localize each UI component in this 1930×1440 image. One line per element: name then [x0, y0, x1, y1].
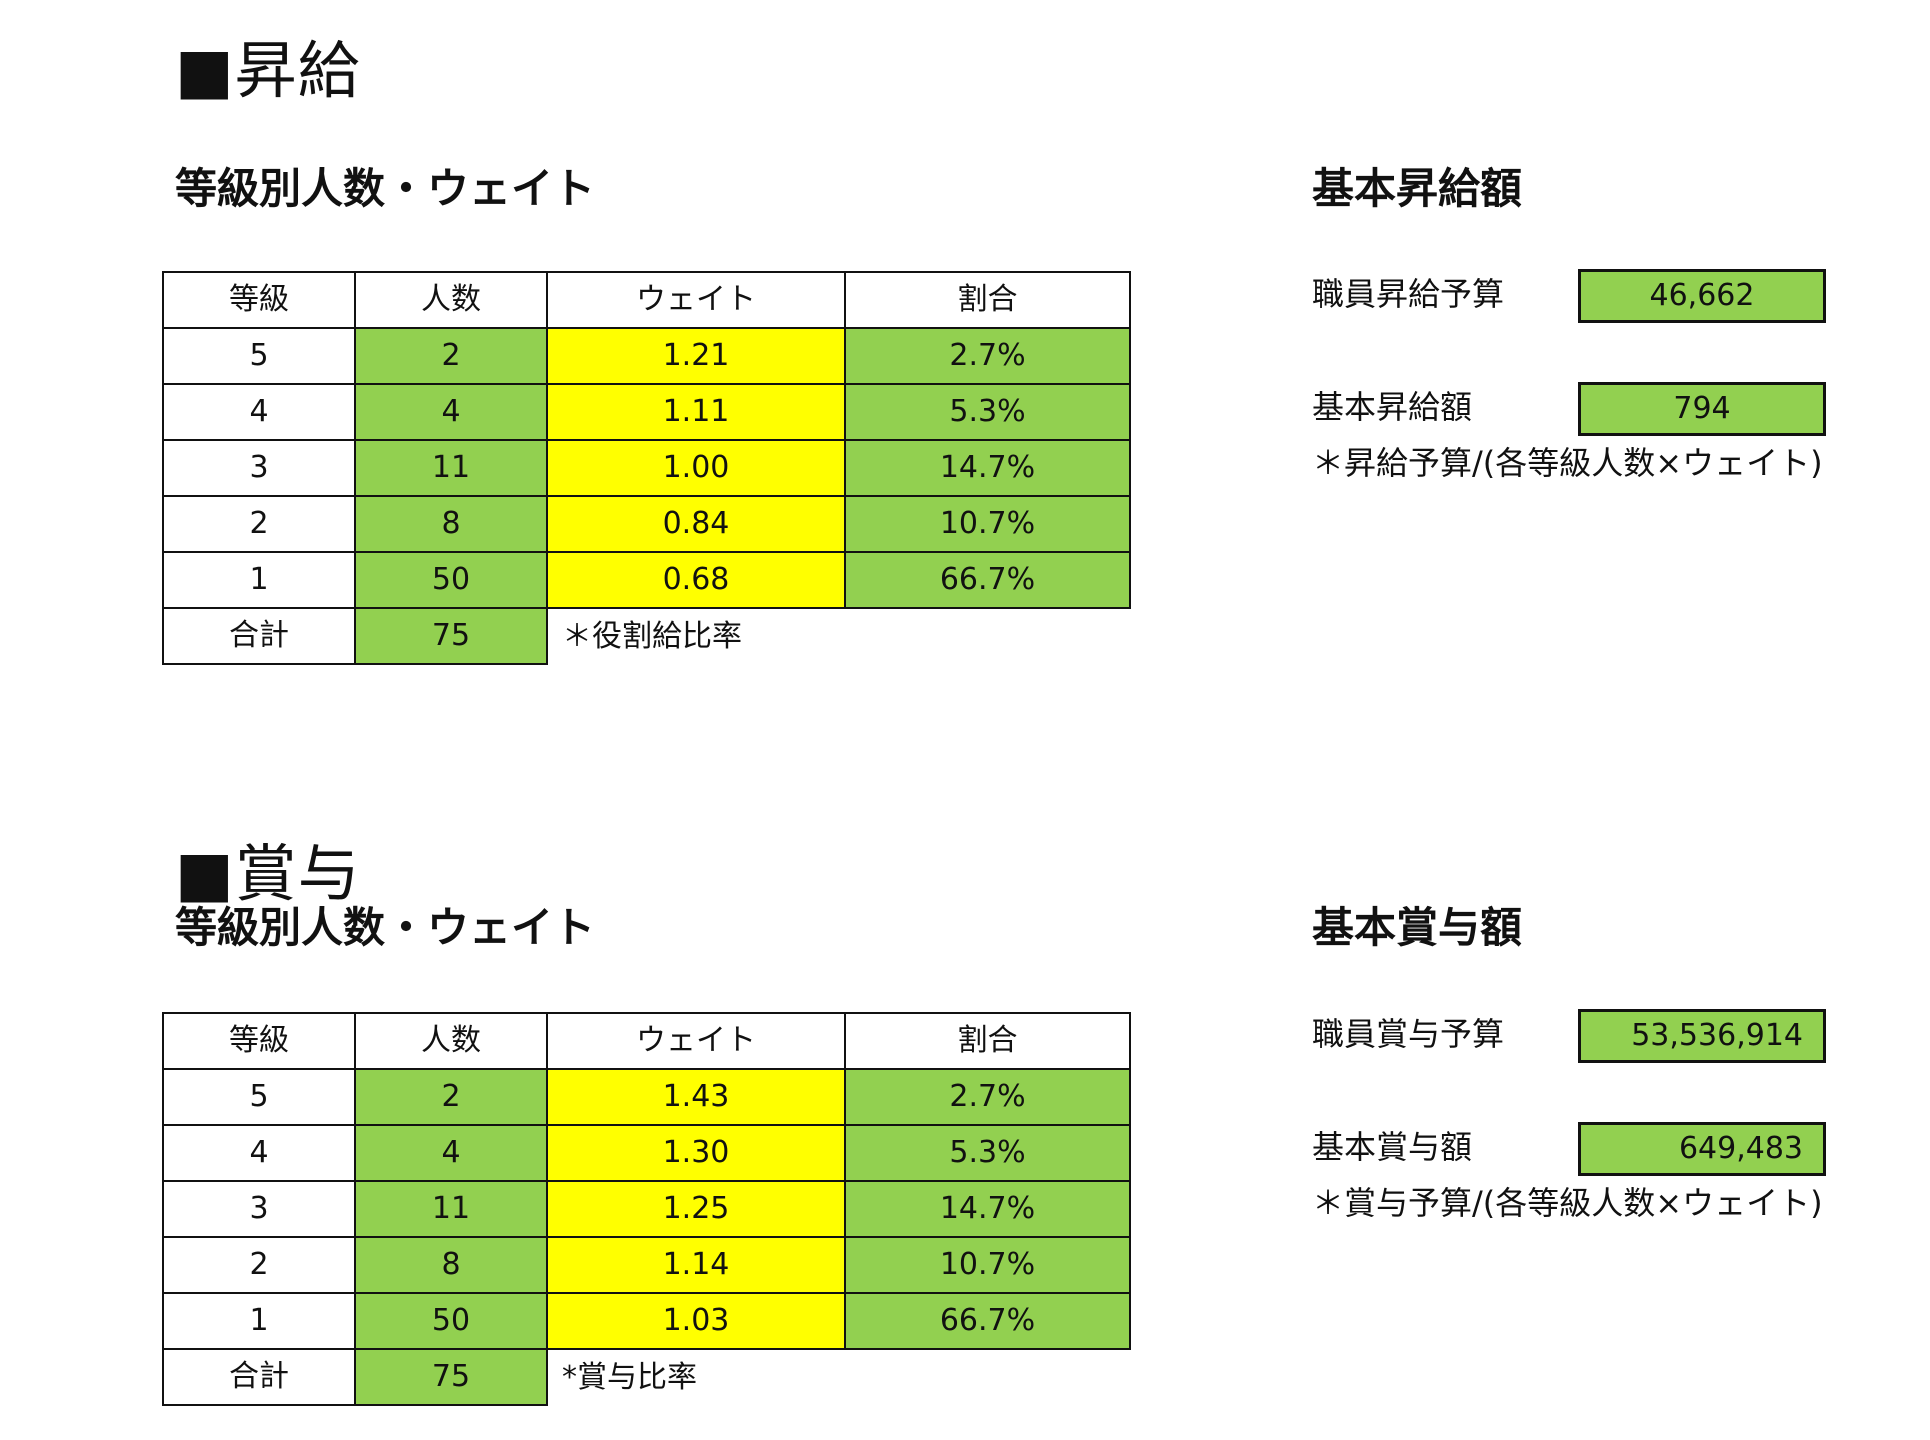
- bonus-formula-note: ＊賞与予算/(各等級人数×ウェイト): [1312, 1184, 1823, 1222]
- grade-cell[interactable]: 3: [162, 439, 356, 497]
- grade-cell[interactable]: 3: [162, 1180, 356, 1238]
- grade-cell[interactable]: 4: [162, 383, 356, 441]
- ratio-cell[interactable]: 14.7%: [844, 439, 1131, 497]
- bonus-section-title: ■賞与: [175, 837, 361, 910]
- grade-cell[interactable]: 1: [162, 1292, 356, 1350]
- grade-cell[interactable]: 5: [162, 1068, 356, 1126]
- bonus-budget-value[interactable]: 53,536,914: [1578, 1009, 1826, 1063]
- grade-cell[interactable]: 4: [162, 1124, 356, 1182]
- weight-cell[interactable]: 1.00: [546, 439, 846, 497]
- weight-note: *賞与比率: [562, 1359, 697, 1395]
- count-cell[interactable]: 11: [354, 1180, 548, 1238]
- count-cell[interactable]: 2: [354, 1068, 548, 1126]
- ratio-cell[interactable]: 2.7%: [844, 1068, 1131, 1126]
- raise-amount-label: 基本昇給額: [1312, 388, 1473, 426]
- bonus-amount-label: 基本賞与額: [1312, 1128, 1473, 1166]
- ratio-cell[interactable]: 14.7%: [844, 1180, 1131, 1238]
- ratio-cell[interactable]: 10.7%: [844, 495, 1131, 553]
- table-row: 1 50 1.03 66.7%: [162, 1292, 1131, 1350]
- table-row: 1 50 0.68 66.7%: [162, 551, 1131, 609]
- table-total-row: 合計 75 *賞与比率: [162, 1348, 1130, 1406]
- total-label-cell[interactable]: 合計: [162, 1348, 356, 1406]
- table-header-row: 等級 人数 ウェイト 割合: [162, 1012, 1131, 1070]
- raise-grade-table: 等級 人数 ウェイト 割合 5 2 1.21 2.7% 4 4 1.11 5.3…: [162, 271, 1131, 665]
- header-cell-weight: ウェイト: [546, 1012, 846, 1070]
- ratio-cell[interactable]: 10.7%: [844, 1236, 1131, 1294]
- count-cell[interactable]: 4: [354, 1124, 548, 1182]
- table-row: 2 8 1.14 10.7%: [162, 1236, 1131, 1294]
- table-row: 5 2 1.21 2.7%: [162, 327, 1131, 385]
- count-cell[interactable]: 8: [354, 1236, 548, 1294]
- header-cell-grade: 等級: [162, 271, 356, 329]
- weight-note: ＊役割給比率: [562, 618, 742, 654]
- weight-cell[interactable]: 0.84: [546, 495, 846, 553]
- bonus-table-title: 等級別人数・ウェイト: [175, 903, 596, 952]
- total-count-cell[interactable]: 75: [354, 607, 548, 665]
- raise-formula-note: ＊昇給予算/(各等級人数×ウェイト): [1312, 444, 1823, 482]
- count-cell[interactable]: 50: [354, 551, 548, 609]
- table-row: 2 8 0.84 10.7%: [162, 495, 1131, 553]
- grade-cell[interactable]: 2: [162, 495, 356, 553]
- ratio-cell[interactable]: 2.7%: [844, 327, 1131, 385]
- raise-amount-value[interactable]: 794: [1578, 382, 1826, 436]
- table-row: 5 2 1.43 2.7%: [162, 1068, 1131, 1126]
- header-cell-count: 人数: [354, 1012, 548, 1070]
- weight-cell[interactable]: 1.03: [546, 1292, 846, 1350]
- bonus-basic-title: 基本賞与額: [1312, 903, 1523, 952]
- raise-budget-label: 職員昇給予算: [1312, 275, 1505, 313]
- table-row: 4 4 1.11 5.3%: [162, 383, 1131, 441]
- weight-cell[interactable]: 0.68: [546, 551, 846, 609]
- weight-cell[interactable]: 1.25: [546, 1180, 846, 1238]
- table-total-row: 合計 75 ＊役割給比率: [162, 607, 1130, 665]
- header-cell-grade: 等級: [162, 1012, 356, 1070]
- table-row: 4 4 1.30 5.3%: [162, 1124, 1131, 1182]
- count-cell[interactable]: 50: [354, 1292, 548, 1350]
- header-cell-ratio: 割合: [844, 271, 1131, 329]
- bonus-budget-label: 職員賞与予算: [1312, 1015, 1505, 1053]
- weight-cell[interactable]: 1.11: [546, 383, 846, 441]
- count-cell[interactable]: 4: [354, 383, 548, 441]
- ratio-cell[interactable]: 5.3%: [844, 383, 1131, 441]
- header-cell-ratio: 割合: [844, 1012, 1131, 1070]
- ratio-cell[interactable]: 66.7%: [844, 1292, 1131, 1350]
- bonus-amount-value[interactable]: 649,483: [1578, 1122, 1826, 1176]
- raise-table-title: 等級別人数・ウェイト: [175, 164, 596, 213]
- weight-cell[interactable]: 1.14: [546, 1236, 846, 1294]
- count-cell[interactable]: 11: [354, 439, 548, 497]
- total-count-cell[interactable]: 75: [354, 1348, 548, 1406]
- weight-cell[interactable]: 1.21: [546, 327, 846, 385]
- ratio-cell[interactable]: 5.3%: [844, 1124, 1131, 1182]
- grade-cell[interactable]: 1: [162, 551, 356, 609]
- total-label-cell[interactable]: 合計: [162, 607, 356, 665]
- grade-cell[interactable]: 5: [162, 327, 356, 385]
- count-cell[interactable]: 8: [354, 495, 548, 553]
- raise-section-title: ■昇給: [175, 34, 361, 107]
- raise-basic-title: 基本昇給額: [1312, 164, 1523, 213]
- table-header-row: 等級 人数 ウェイト 割合: [162, 271, 1131, 329]
- table-row: 3 11 1.00 14.7%: [162, 439, 1131, 497]
- header-cell-weight: ウェイト: [546, 271, 846, 329]
- header-cell-count: 人数: [354, 271, 548, 329]
- grade-cell[interactable]: 2: [162, 1236, 356, 1294]
- weight-cell[interactable]: 1.30: [546, 1124, 846, 1182]
- weight-cell[interactable]: 1.43: [546, 1068, 846, 1126]
- bonus-grade-table: 等級 人数 ウェイト 割合 5 2 1.43 2.7% 4 4 1.30 5.3…: [162, 1012, 1131, 1406]
- raise-budget-value[interactable]: 46,662: [1578, 269, 1826, 323]
- table-row: 3 11 1.25 14.7%: [162, 1180, 1131, 1238]
- count-cell[interactable]: 2: [354, 327, 548, 385]
- ratio-cell[interactable]: 66.7%: [844, 551, 1131, 609]
